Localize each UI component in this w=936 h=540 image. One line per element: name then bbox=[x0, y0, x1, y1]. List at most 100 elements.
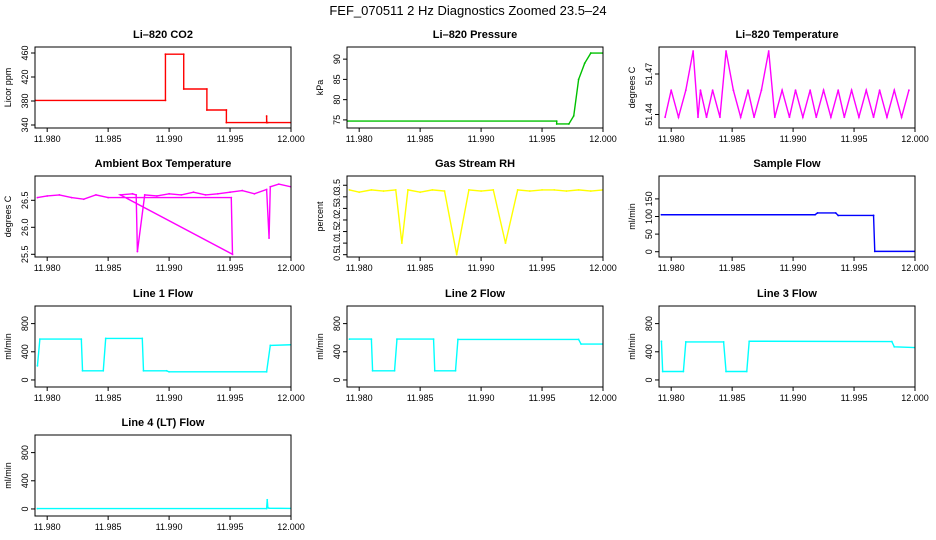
y-axis-label: ml/min bbox=[627, 333, 637, 360]
chart-title: Line 2 Flow bbox=[445, 288, 505, 300]
data-point bbox=[431, 188, 434, 191]
data-point bbox=[739, 116, 742, 119]
data-point bbox=[747, 89, 749, 92]
x-tick-label: 12.000 bbox=[901, 393, 929, 403]
data-point bbox=[253, 192, 256, 195]
data-point bbox=[553, 188, 556, 191]
plot-frame bbox=[34, 305, 292, 388]
x-tick-label: 11.990 bbox=[468, 393, 495, 403]
y-axis-label: ml/min bbox=[627, 203, 637, 230]
y-tick-label: 800 bbox=[644, 316, 654, 331]
data-point bbox=[419, 191, 422, 194]
y-tick-label: 85 bbox=[332, 74, 342, 84]
data-point bbox=[697, 116, 699, 119]
data-point bbox=[809, 89, 812, 92]
data-point bbox=[878, 89, 881, 92]
y-tick-label: 0.5 bbox=[332, 248, 342, 261]
data-point bbox=[371, 369, 374, 372]
data-point bbox=[682, 370, 685, 373]
data-point bbox=[455, 253, 458, 256]
x-tick-label: 11.995 bbox=[217, 134, 244, 144]
data-point bbox=[141, 337, 144, 340]
data-point bbox=[684, 89, 687, 92]
data-point bbox=[814, 213, 816, 216]
x-tick-label: 11.995 bbox=[217, 522, 244, 532]
data-point bbox=[269, 344, 272, 347]
chart-panel-5: Gas Stream RH percent 0.51.01.52.02.53.03.… bbox=[315, 158, 617, 273]
x-tick-label: 12.000 bbox=[277, 522, 305, 532]
data-point bbox=[705, 116, 708, 119]
chart-panel-7: Line 1 Flow ml/min 0 400 800 11.980 11.985 11.9… bbox=[3, 288, 305, 403]
y-tick-label: 400 bbox=[644, 344, 654, 359]
x-tick-label: 11.990 bbox=[780, 134, 807, 144]
data-point bbox=[760, 89, 763, 92]
plot-frame bbox=[34, 46, 292, 129]
data-point bbox=[265, 370, 268, 373]
data-point bbox=[265, 507, 268, 510]
data-point bbox=[528, 190, 531, 192]
x-tick-label: 11.995 bbox=[841, 134, 868, 144]
x-tick-label: 11.985 bbox=[407, 134, 434, 144]
x-tick-label: 12.000 bbox=[277, 393, 305, 403]
x-tick-label: 11.985 bbox=[719, 393, 746, 403]
data-point bbox=[142, 369, 145, 372]
x-tick-label: 12.000 bbox=[277, 134, 305, 144]
data-point bbox=[572, 114, 575, 117]
x-tick-label: 11.980 bbox=[346, 393, 373, 403]
data-point bbox=[269, 185, 272, 188]
data-point bbox=[164, 53, 167, 56]
data-point bbox=[407, 188, 409, 191]
data-point bbox=[156, 195, 158, 197]
data-point bbox=[36, 364, 39, 367]
data-point bbox=[205, 88, 208, 90]
x-tick-label: 11.985 bbox=[719, 134, 746, 144]
x-tick-label: 11.980 bbox=[34, 522, 61, 532]
data-point bbox=[834, 212, 837, 214]
y-tick-label: 800 bbox=[20, 316, 30, 331]
chart-panel-6: Sample Flow ml/min 0 50 100 150 11.980 11.985 11… bbox=[627, 158, 929, 273]
data-point bbox=[516, 188, 519, 191]
data-point bbox=[204, 194, 207, 196]
chart-title: Ambient Box Temperature bbox=[95, 158, 232, 170]
data-point bbox=[268, 237, 270, 240]
data-point bbox=[732, 89, 735, 92]
data-point bbox=[890, 340, 893, 343]
data-point bbox=[229, 191, 231, 194]
x-tick-label: 11.980 bbox=[658, 393, 685, 403]
data-point bbox=[660, 213, 663, 216]
y-axis-label: ml/min bbox=[315, 333, 325, 360]
data-point bbox=[722, 341, 725, 343]
data-series-line bbox=[661, 212, 915, 253]
data-point bbox=[443, 190, 446, 192]
y-tick-label: 50 bbox=[644, 229, 654, 239]
data-series-line bbox=[349, 338, 603, 372]
data-point bbox=[382, 190, 385, 192]
x-tick-label: 11.980 bbox=[34, 263, 61, 273]
data-point bbox=[699, 89, 702, 92]
plot-frame bbox=[34, 175, 292, 258]
data-point bbox=[432, 338, 435, 341]
chart-panel-10: Line 4 (LT) Flow ml/min 0 400 800 11.980 11.98… bbox=[3, 417, 305, 532]
data-point bbox=[555, 120, 558, 123]
data-series-line bbox=[660, 340, 915, 373]
data-point bbox=[400, 242, 403, 245]
data-point bbox=[850, 89, 853, 92]
x-tick-label: 11.990 bbox=[156, 522, 183, 532]
data-point bbox=[872, 116, 875, 119]
plot-frame bbox=[346, 305, 604, 388]
data-point bbox=[131, 192, 134, 195]
data-point bbox=[266, 498, 269, 501]
data-point bbox=[393, 369, 396, 372]
y-tick-label: 1.0 bbox=[332, 237, 342, 250]
data-point bbox=[555, 123, 558, 125]
data-point bbox=[677, 116, 680, 119]
x-tick-label: 11.985 bbox=[407, 263, 434, 273]
data-point bbox=[711, 89, 714, 92]
data-point bbox=[773, 116, 776, 119]
data-point bbox=[565, 190, 568, 192]
data-point bbox=[567, 123, 570, 125]
data-point bbox=[268, 507, 270, 510]
x-tick-label: 12.000 bbox=[589, 134, 617, 144]
plot-frame bbox=[34, 434, 292, 517]
y-tick-label: 2.5 bbox=[332, 202, 342, 215]
